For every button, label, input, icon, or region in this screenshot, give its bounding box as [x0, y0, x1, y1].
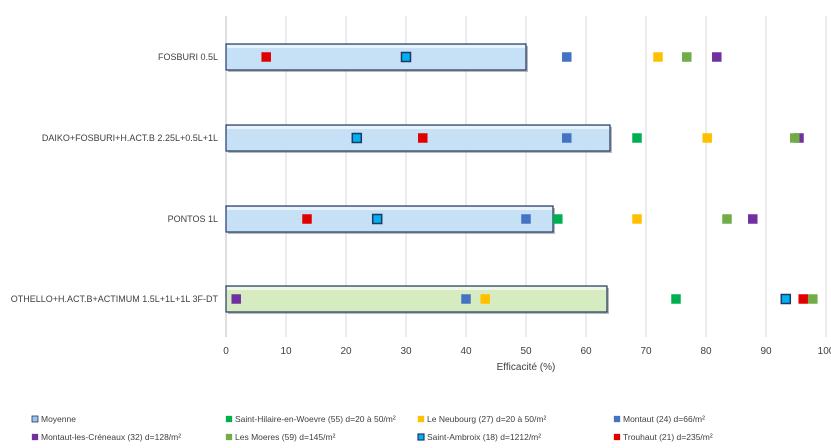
legend-swatch — [417, 433, 425, 441]
point-montaut-2 — [562, 133, 572, 143]
x-tick-label-10: 10 — [280, 346, 292, 357]
legend-label: Saint-Ambroix (18) d=1212/m² — [427, 432, 541, 442]
x-tick-label-60: 60 — [580, 346, 592, 357]
legend-swatch — [31, 415, 39, 423]
point-le-neubourg-2 — [702, 133, 712, 143]
x-tick-label-30: 30 — [400, 346, 412, 357]
bar-body — [225, 205, 554, 233]
bar-body — [225, 285, 608, 313]
point-les-moeres-3 — [722, 214, 732, 224]
legend-item-saint-ambroix: Saint-Ambroix (18) d=1212/m² — [417, 432, 541, 442]
legend-swatch — [225, 433, 233, 441]
legend-label: Saint-Hilaire-en-Woevre (55) d=20 à 50/m… — [235, 414, 396, 424]
legend-label: Le Neubourg (27) d=20 à 50/m² — [427, 414, 546, 424]
legend-swatch — [31, 433, 39, 441]
point-trouhaut-3 — [302, 214, 312, 224]
point-trouhaut-1 — [261, 52, 271, 62]
legend-item-montaut: Montaut (24) d=66/m² — [613, 414, 705, 424]
point-montaut-1 — [562, 52, 572, 62]
point-saint-hilaire-en-woevre-3 — [553, 214, 563, 224]
x-tick-label-20: 20 — [340, 346, 352, 357]
legend-label: Montaut-les-Créneaux (32) d=128/m² — [41, 432, 181, 442]
legend-item-saint-hilaire-en-woevre: Saint-Hilaire-en-Woevre (55) d=20 à 50/m… — [225, 414, 396, 424]
legend: Moyenne Saint-Hilaire-en-Woevre (55) d=20… — [31, 414, 713, 442]
x-tick-label-100: 100 — [818, 346, 831, 357]
point-montaut-les-creneaux-4 — [231, 294, 241, 304]
legend-swatch — [613, 433, 621, 441]
bar-highlight — [227, 45, 525, 48]
point-trouhaut-4 — [798, 294, 808, 304]
x-tick-label-40: 40 — [460, 346, 472, 357]
bar-body — [225, 124, 611, 152]
x-tick-label-80: 80 — [700, 346, 712, 357]
legend-label: Les Moeres (59) d=145/m² — [235, 432, 336, 442]
average-bar-2 — [225, 124, 612, 153]
bar-highlight — [227, 207, 552, 210]
legend-swatch — [613, 415, 621, 423]
bar-highlight — [227, 126, 609, 129]
point-le-neubourg-3 — [632, 214, 642, 224]
point-saint-hilaire-en-woevre-4 — [671, 294, 681, 304]
legend-item-le-neubourg: Le Neubourg (27) d=20 à 50/m² — [417, 414, 546, 424]
legend-item-les-moeres: Les Moeres (59) d=145/m² — [225, 432, 336, 442]
point-trouhaut-2 — [418, 133, 428, 143]
point-le-neubourg-1 — [653, 52, 663, 62]
point-les-moeres-4 — [808, 294, 818, 304]
legend-item-moyenne: Moyenne — [31, 414, 76, 424]
point-montaut-les-creneaux-1 — [712, 52, 722, 62]
point-le-neubourg-4 — [480, 294, 490, 304]
point-montaut-4 — [461, 294, 471, 304]
legend-label: Montaut (24) d=66/m² — [623, 414, 705, 424]
legend-item-montaut-les-creneaux: Montaut-les-Créneaux (32) d=128/m² — [31, 432, 181, 442]
legend-label: Trouhaut (21) d=235/m² — [623, 432, 713, 442]
x-tick-label-70: 70 — [640, 346, 652, 357]
average-bar-1 — [225, 43, 528, 72]
bar-highlight — [227, 287, 606, 290]
legend-swatch — [417, 415, 425, 423]
point-saint-hilaire-en-woevre-2 — [632, 133, 642, 143]
average-bars — [225, 43, 612, 314]
legend-label: Moyenne — [41, 414, 76, 424]
bar-body — [225, 43, 527, 71]
category-label-4: OTHELLO+H.ACT.B+ACTIMUM 1.5L+1L+1L 3F-DT — [11, 294, 219, 304]
point-saint-ambroix-3 — [371, 213, 383, 225]
category-label-3: PONTOS 1L — [168, 214, 218, 224]
point-saint-ambroix-4 — [780, 293, 792, 305]
point-saint-ambroix-1 — [400, 51, 412, 63]
legend-swatch — [225, 415, 233, 423]
category-label-1: FOSBURI 0.5L — [158, 52, 218, 62]
category-label-2: DAIKO+FOSBURI+H.ACT.B 2.25L+0.5L+1L — [42, 133, 218, 143]
x-tick-label-50: 50 — [520, 346, 532, 357]
point-montaut-les-creneaux-3 — [748, 214, 758, 224]
point-saint-ambroix-2 — [351, 132, 363, 144]
average-bar-4 — [225, 285, 609, 314]
x-tick-label-0: 0 — [223, 346, 229, 357]
point-les-moeres-1 — [682, 52, 692, 62]
x-axis: Efficacité (%) 0 10 20 30 40 50 60 70 80 90 100 — [223, 346, 831, 373]
legend-item-trouhaut: Trouhaut (21) d=235/m² — [613, 432, 713, 442]
point-les-moeres-2 — [790, 133, 800, 143]
x-tick-label-90: 90 — [760, 346, 772, 357]
point-montaut-3 — [521, 214, 531, 224]
average-bar-3 — [225, 205, 555, 234]
site-points — [231, 51, 818, 305]
category-labels: FOSBURI 0.5L DAIKO+FOSBURI+H.ACT.B 2.25L+… — [11, 52, 219, 304]
x-axis-title: Efficacité (%) — [497, 362, 556, 373]
